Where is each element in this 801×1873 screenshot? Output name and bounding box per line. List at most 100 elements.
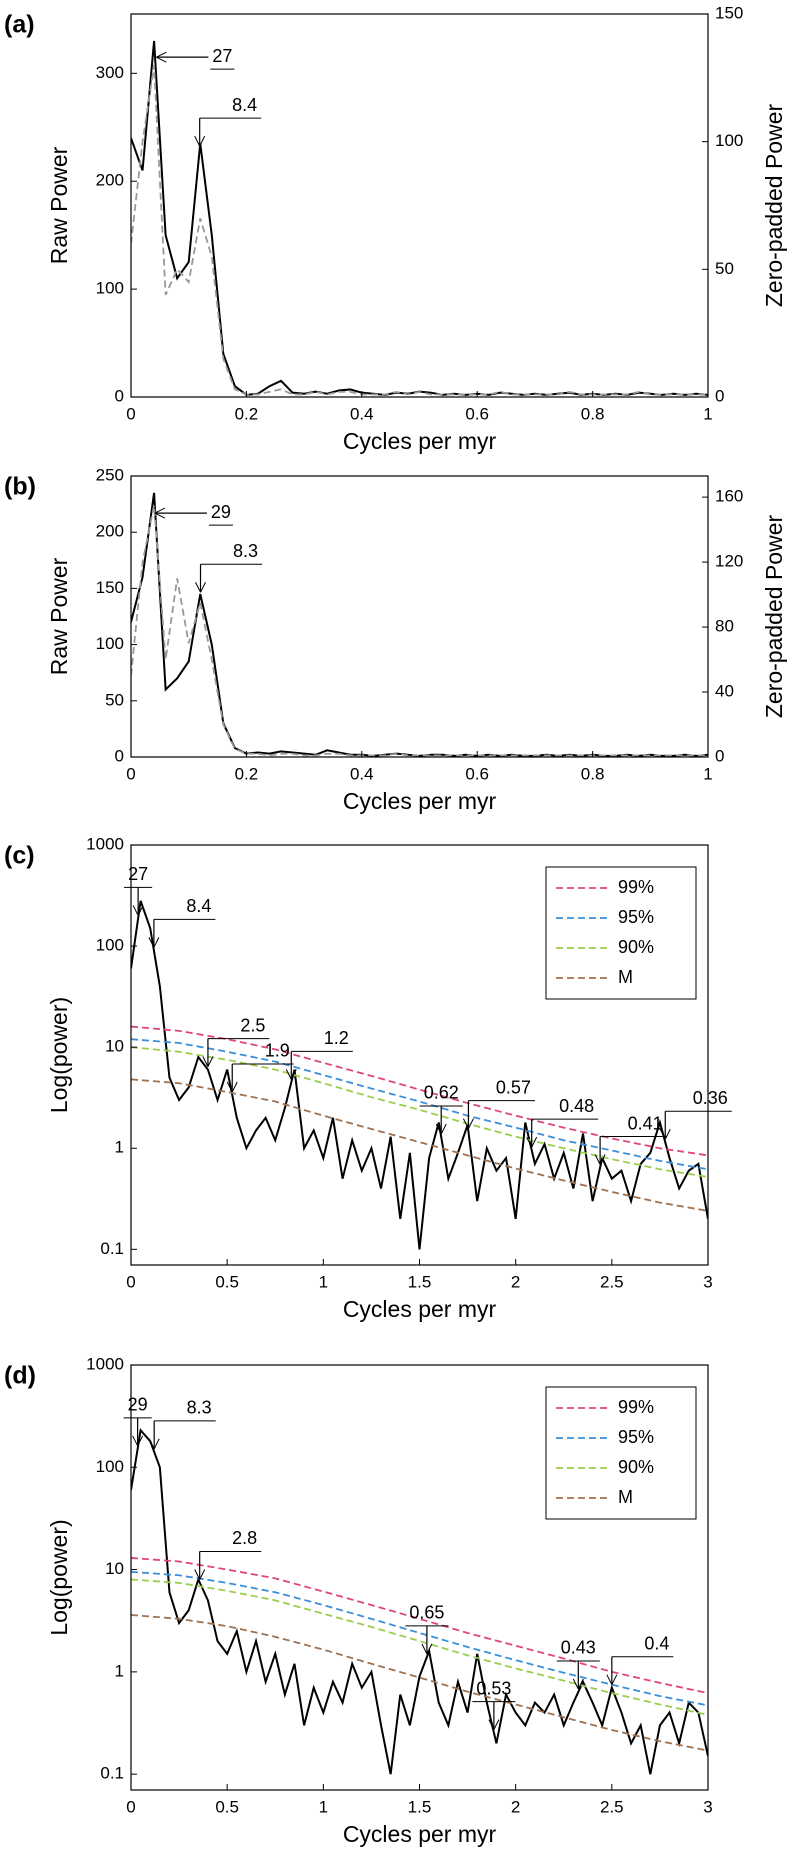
line [131,1428,708,1775]
y2-tick-label: 120 [715,552,743,571]
x-tick-label: 0.8 [581,404,605,423]
y-tick-label: 200 [96,522,124,541]
annotation: 0.48 [559,1096,594,1116]
x-tick-label: 2.5 [600,1797,624,1816]
legend-label: M [618,967,633,987]
y-tick-label: 1000 [86,1354,124,1373]
annotation: 0.43 [561,1638,596,1658]
y-tick-label: 1000 [86,834,124,853]
annotation: 2.8 [232,1528,257,1548]
arrow-head [526,1136,538,1148]
panel-label: (a) [4,11,35,39]
x-axis-label: Cycles per myr [343,1821,497,1847]
x-tick-label: 0.4 [350,764,374,783]
x-tick-label: 3 [703,1272,712,1291]
arrow-head [132,1435,144,1447]
y-tick-label: 300 [96,63,124,82]
y-tick-label: 1 [115,1138,124,1157]
x-tick-label: 1 [319,1272,328,1291]
x-tick-label: 0.6 [465,404,489,423]
annotation: 27 [128,864,148,884]
y2-tick-label: 150 [715,3,743,22]
arrow-head [435,1123,447,1135]
arrow-head [421,1643,433,1655]
x-axis-label: Cycles per myr [343,428,497,454]
plot-frame [130,13,709,398]
legend-label: 99% [618,1397,654,1417]
annotation: 8.3 [233,541,258,561]
y-tick-label: 10 [105,1037,124,1056]
annotation: 1.9 [265,1041,290,1061]
panel-label: (b) [4,473,36,501]
y-tick-label: 0 [115,386,124,405]
y-tick-label: 200 [96,171,124,190]
dashed-line [131,1038,708,1171]
x-tick-label: 1.5 [408,1797,432,1816]
y-axis-label: Raw Power [46,557,72,675]
y-tick-label: 150 [96,578,124,597]
x-tick-label: 0.5 [215,1797,239,1816]
y2-tick-label: 100 [715,131,743,150]
legend-label: 95% [618,907,654,927]
annotation: 29 [211,502,231,522]
annotation: 29 [128,1395,148,1415]
arrow-head [154,507,166,519]
panel-label: (c) [4,842,35,870]
annotation: 0.36 [693,1088,728,1108]
x-tick-label: 1 [703,404,712,423]
x-axis-label: Cycles per myr [343,1296,497,1322]
arrow-head [148,1438,160,1450]
y-tick-label: 50 [105,690,124,709]
y-axis-label: Raw Power [46,146,72,264]
x-tick-label: 0 [126,1797,135,1816]
x-tick-label: 0 [126,1272,135,1291]
plot-frame [130,475,709,758]
y2-axis-label: Zero-padded Power [761,515,787,719]
y2-tick-label: 40 [715,682,734,701]
arrow-head [606,1674,618,1685]
y-axis-label: Log(power) [46,997,72,1113]
x-tick-label: 2.5 [600,1272,624,1291]
y-tick-label: 100 [96,634,124,653]
y-tick-label: 1 [115,1661,124,1680]
legend-label: M [618,1487,633,1507]
arrow-head [132,905,144,916]
y2-tick-label: 50 [715,259,734,278]
y-tick-label: 0.1 [100,1239,124,1258]
dashed-line [131,1614,708,1752]
y2-tick-label: 0 [715,746,724,765]
line [131,900,708,1250]
y-tick-label: 250 [96,465,124,484]
line [131,40,708,396]
y2-tick-label: 0 [715,386,724,405]
x-tick-label: 1 [319,1797,328,1816]
x-tick-label: 0.2 [235,764,259,783]
x-tick-label: 1.5 [408,1272,432,1291]
arrow-head [148,937,160,948]
annotation: 27 [212,46,232,66]
arrow-head [462,1118,474,1129]
annotation: 8.4 [186,896,211,916]
dashed-line [131,1578,708,1716]
x-tick-label: 0 [126,404,135,423]
dashed-line [131,505,708,757]
y-axis-label: Log(power) [46,1519,72,1635]
x-tick-label: 0.4 [350,404,374,423]
arrow-head [194,135,206,147]
y2-tick-label: 160 [715,487,743,506]
x-tick-label: 3 [703,1797,712,1816]
y-tick-label: 100 [96,279,124,298]
x-axis-label: Cycles per myr [343,788,497,814]
arrow-head [594,1154,606,1165]
x-tick-label: 0.5 [215,1272,239,1291]
legend-label: 90% [618,1457,654,1477]
legend-label: 90% [618,937,654,957]
y-tick-label: 100 [96,936,124,955]
y-tick-label: 0.1 [100,1764,124,1783]
annotation: 0.41 [628,1113,663,1133]
annotation: 1.2 [324,1028,349,1048]
x-tick-label: 1 [703,764,712,783]
annotation: 0.62 [424,1083,459,1103]
annotation: 8.3 [187,1398,212,1418]
